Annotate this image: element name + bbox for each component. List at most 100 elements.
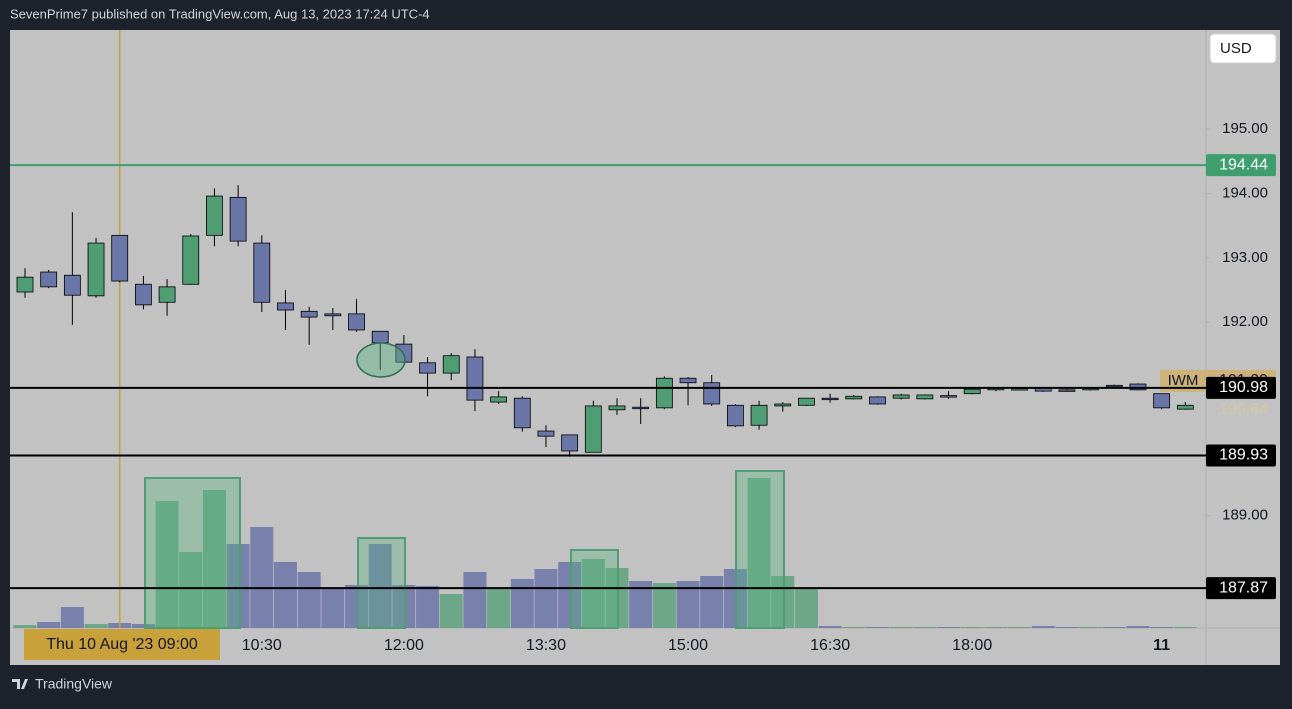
volume-bar (1079, 627, 1103, 628)
volume-bar (960, 627, 984, 628)
candle-body (632, 406, 650, 410)
price-label: 190.64 (1219, 401, 1268, 418)
volume-bar (1031, 626, 1055, 628)
candle-body (87, 242, 105, 297)
volume-bar (865, 627, 889, 628)
volume-bar (60, 607, 84, 628)
y-tick-label: 194.00 (1222, 184, 1268, 201)
volume-bar (747, 478, 771, 628)
price-label-bg (1206, 577, 1276, 600)
price-label: 189.93 (1219, 447, 1268, 464)
price-label-bg (1206, 154, 1276, 177)
candle-body (561, 434, 579, 452)
price-label: 187.87 (1219, 579, 1268, 596)
candle-body (940, 395, 957, 398)
candle-body (442, 355, 460, 374)
volume-bar (368, 544, 392, 628)
volume (13, 478, 1197, 628)
volume-bar (392, 585, 416, 628)
highlight-box (144, 477, 241, 629)
price-label: 194.44 (1219, 156, 1268, 173)
candle-body (963, 388, 981, 395)
price-label-bg (1206, 376, 1276, 399)
volume-bar (913, 627, 937, 628)
candle-body (253, 242, 271, 303)
volume-bar (463, 572, 487, 628)
volume-bar (794, 589, 818, 628)
volume-bar (534, 569, 558, 628)
x-tick-label: 13:30 (526, 637, 566, 654)
candle-body (584, 405, 602, 453)
volume-bar (1173, 627, 1197, 628)
candle-body (513, 397, 531, 429)
candle-body (158, 286, 176, 303)
candle-body (1058, 389, 1076, 392)
candle-body (1153, 393, 1171, 409)
crosshair-label: Thu 10 Aug '23 09:00 (46, 636, 198, 653)
candle-body (679, 377, 697, 384)
x-tick-label: 16:30 (810, 637, 850, 654)
drawings (144, 470, 785, 629)
volume-bar (345, 585, 369, 628)
candle-body (750, 404, 768, 426)
y-tick-label: 192.00 (1222, 313, 1268, 330)
y-tick-label: 193.00 (1222, 249, 1268, 266)
volume-bar (937, 627, 961, 628)
candle-body (63, 274, 81, 296)
candle-body (229, 196, 247, 242)
volume-bar (250, 527, 274, 628)
price-label-bg (1206, 444, 1276, 467)
candle-body (655, 377, 673, 409)
volume-bar (818, 626, 842, 628)
volume-bar (629, 581, 653, 628)
volume-bar (155, 501, 179, 628)
candle-body (40, 271, 58, 288)
candle-body (537, 430, 555, 437)
candle-body (371, 330, 389, 344)
candle-body (300, 310, 318, 318)
volume-bar (321, 589, 345, 628)
volume-bar (226, 544, 250, 628)
highlight-box (735, 470, 785, 629)
volume-bar (202, 490, 226, 628)
candle-body (466, 356, 484, 401)
crosshair-label-bg (24, 629, 220, 660)
candle-body (134, 283, 152, 306)
volume-bar (510, 579, 534, 628)
candle-body (845, 395, 863, 400)
candle-body (774, 403, 792, 407)
candle-body (892, 394, 910, 399)
candle-body (798, 397, 815, 406)
candle-body (206, 195, 223, 236)
volume-bar (37, 622, 61, 628)
volume-bar (179, 552, 203, 628)
price-label: 190.98 (1219, 379, 1268, 396)
volume-bar (984, 627, 1008, 628)
volume-bar (84, 624, 108, 628)
candle-body (419, 362, 436, 374)
candle-body (1176, 404, 1194, 410)
volume-bar (676, 581, 700, 628)
volume-bar (273, 562, 297, 628)
header: SevenPrime7 published on TradingView.com… (10, 6, 430, 21)
x-tick-label: 18:00 (952, 637, 992, 654)
candle-body (324, 313, 342, 317)
candle-body (277, 302, 294, 311)
candle-body (608, 405, 626, 411)
currency-box (1209, 33, 1277, 64)
candle-body (703, 382, 721, 405)
candle-body (182, 235, 200, 285)
volume-bar (889, 627, 913, 628)
y-tick-label: 189.00 (1222, 506, 1268, 523)
x-tick-label: 10:30 (242, 637, 282, 654)
volume-bar (700, 576, 724, 628)
volume-bar (842, 627, 866, 628)
volume-bar (1008, 627, 1032, 628)
volume-bar (416, 586, 440, 628)
candle-body (727, 404, 744, 427)
annotation-ellipse (356, 342, 406, 378)
candle-body (916, 394, 934, 400)
volume-bar (1055, 627, 1079, 628)
logo (12, 679, 28, 689)
volume-bar (558, 562, 582, 628)
